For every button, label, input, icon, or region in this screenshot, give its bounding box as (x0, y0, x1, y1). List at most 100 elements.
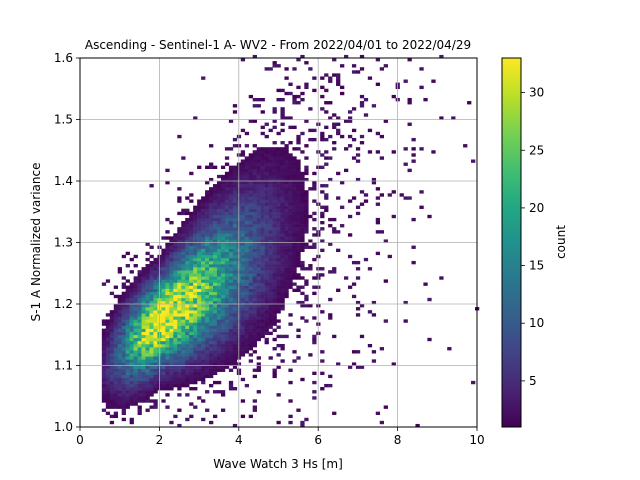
heatmap-bin (177, 300, 182, 305)
heatmap-bin (113, 371, 119, 376)
heatmap-bin (201, 220, 206, 225)
heatmap-bin (312, 242, 317, 246)
heatmap-bin (252, 304, 257, 308)
heatmap-bin (272, 61, 277, 65)
heatmap-bin (201, 340, 206, 345)
heatmap-bin (252, 181, 257, 185)
heatmap-bin (169, 356, 174, 360)
heatmap-bin (173, 276, 178, 280)
heatmap-bin (137, 383, 142, 388)
heatmap-bin (105, 343, 111, 348)
heatmap-bin (129, 377, 134, 382)
heatmap-bin (213, 254, 218, 259)
heatmap-bin (117, 294, 122, 299)
heatmap-bin (109, 390, 115, 394)
heatmap-bin (201, 196, 206, 200)
heatmap-bin (153, 368, 158, 372)
heatmap-bin (304, 279, 309, 283)
heatmap-bin (379, 230, 384, 234)
heatmap-bin (205, 267, 210, 271)
heatmap-bin (280, 193, 285, 197)
heatmap-bin (240, 276, 246, 280)
heatmap-bin (296, 162, 301, 166)
heatmap-bin (419, 190, 424, 194)
heatmap-bin (220, 353, 226, 357)
heatmap-bin (213, 380, 218, 385)
heatmap-bin (153, 264, 158, 268)
heatmap-bin (328, 101, 333, 105)
heatmap-bin (256, 196, 261, 200)
heatmap-bin (129, 380, 134, 385)
heatmap-bin (268, 322, 273, 326)
heatmap-bin (201, 350, 206, 354)
heatmap-bin (137, 285, 142, 289)
heatmap-bin (105, 313, 111, 317)
heatmap-bin (471, 159, 476, 163)
heatmap-bin (201, 380, 206, 385)
heatmap-bin (193, 340, 198, 345)
heatmap-bin (288, 257, 293, 262)
heatmap-bin (161, 331, 166, 336)
heatmap-bin (264, 208, 269, 213)
heatmap-bin (177, 322, 182, 326)
heatmap-bin (276, 159, 281, 163)
heatmap-bin (153, 273, 158, 277)
heatmap-bin (165, 260, 170, 265)
heatmap-bin (228, 297, 234, 302)
heatmap-bin (268, 214, 273, 219)
heatmap-bin (165, 343, 170, 348)
heatmap-bin (383, 64, 388, 68)
heatmap-bin (284, 273, 289, 277)
heatmap-bin (304, 245, 309, 249)
heatmap-bin (252, 104, 257, 108)
heatmap-bin (141, 304, 146, 308)
heatmap-bin (145, 377, 150, 382)
heatmap-bin (205, 353, 210, 357)
heatmap-bin (209, 248, 214, 253)
heatmap-bin (193, 273, 198, 277)
heatmap-bin (137, 350, 142, 354)
heatmap-bin (137, 405, 142, 409)
heatmap-bin (244, 316, 250, 320)
heatmap-bin (185, 377, 190, 382)
heatmap-bin (260, 285, 265, 289)
heatmap-bin (133, 340, 138, 345)
heatmap-bin (264, 159, 269, 163)
heatmap-bin (292, 67, 297, 71)
heatmap-bin (181, 383, 186, 388)
heatmap-bin (347, 134, 353, 139)
heatmap-bin (153, 377, 158, 382)
heatmap-bin (272, 125, 277, 130)
heatmap-bin (181, 316, 186, 320)
heatmap-bin (240, 291, 246, 296)
heatmap-bin (276, 270, 281, 274)
heatmap-bin (125, 396, 130, 400)
heatmap-bin (216, 264, 222, 268)
heatmap-bin (153, 288, 158, 292)
heatmap-bin (133, 387, 138, 391)
heatmap-bin (216, 307, 222, 311)
heatmap-bin (113, 322, 119, 326)
heatmap-bin (216, 316, 222, 320)
heatmap-bin (391, 190, 396, 194)
heatmap-bin (244, 208, 250, 213)
heatmap-bin (197, 267, 202, 271)
heatmap-bin (173, 322, 178, 326)
heatmap-bin (220, 297, 226, 302)
heatmap-bin (296, 58, 301, 62)
heatmap-bin (280, 273, 285, 277)
heatmap-bin (276, 288, 281, 292)
heatmap-bin (232, 224, 238, 228)
heatmap-bin (149, 285, 154, 289)
heatmap-bin (280, 156, 285, 160)
heatmap-bin (201, 316, 206, 320)
heatmap-bin (113, 390, 119, 394)
heatmap-bin (276, 282, 281, 286)
heatmap-bin (165, 371, 170, 376)
heatmap-bin (189, 214, 194, 219)
heatmap-bin (121, 304, 126, 308)
heatmap-bin (169, 337, 174, 342)
heatmap-bin (260, 97, 265, 102)
heatmap-bin (201, 205, 206, 209)
heatmap-bin (141, 276, 146, 280)
